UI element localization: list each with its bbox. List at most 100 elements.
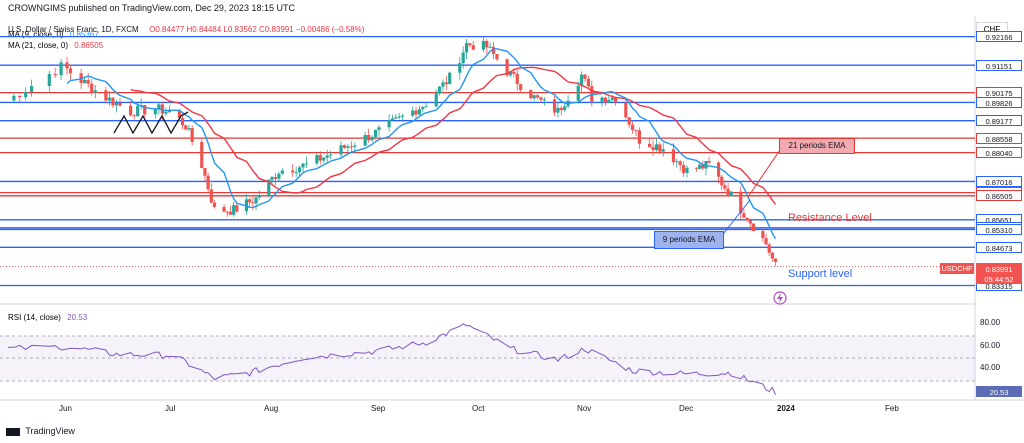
candle-body [471,45,475,50]
candle-body [370,137,374,141]
candle-body [353,145,357,147]
price-level-label: 0.84673 [976,241,1022,253]
candle-body [184,125,188,130]
candle-body [505,59,509,76]
candle-body [254,197,258,204]
candle-body [590,86,594,102]
candle-body [277,173,281,179]
candle-body [488,46,492,48]
candle-body [180,118,185,126]
ma21-value: 0.86505 [74,41,104,50]
candle-body [342,145,347,148]
candle-body [637,130,641,144]
candle-body [177,111,181,119]
zigzag-pattern [113,111,189,135]
candle-body [157,104,161,110]
candle-body [627,117,631,125]
candle-body [187,128,191,130]
candle-body [267,179,271,196]
symbol-description: U.S. Dollar / Swiss Franc, 1D, FXCM [8,25,139,34]
candle-body [143,105,147,115]
candle-body [225,211,229,213]
symbol-tag-countdown: 05:44:52 [976,273,1022,284]
candle-body [294,172,298,174]
candle-body [745,217,749,221]
candle-body [167,111,172,113]
candle-body [444,82,448,85]
candle-body [251,202,255,204]
candle-body [651,147,655,151]
time-tick-label: Nov [577,404,592,413]
candle-body [68,68,73,74]
candle-body [373,129,378,138]
candle-body [414,110,418,115]
candle-body [694,167,699,169]
ma9-label: MA (9, close, 0) [8,30,64,39]
ma21-line [130,66,777,205]
candle-body [417,109,421,115]
candle-body [118,102,122,106]
ema21-annotation: 21 periods EMA [779,138,855,154]
candle-body [421,106,425,110]
support-label: Support level [788,268,853,280]
candle-body [228,211,233,215]
ma9-legend: MA (9, close, 0) 0.85367 [8,30,99,39]
rsi-current-badge: 20.53 [976,386,1022,397]
candle-body [346,146,350,148]
candle-body [539,97,543,100]
candle-body [461,52,465,64]
rsi-label: RSI (14, close) [8,313,61,322]
footer-brand: TradingView [25,426,75,436]
candle-body [222,206,226,212]
publisher-line: CROWNGIMS published on TradingView.com, … [8,3,295,13]
candle-body [468,43,472,46]
candle-body [206,175,210,190]
candle-body [377,127,381,130]
candle-body [270,176,274,180]
candle-body [400,115,405,117]
time-tick-label: Aug [264,404,279,413]
price-level-label: 0.92166 [976,31,1022,43]
candle-body [542,99,546,101]
candle-body [519,84,523,91]
candle-body [160,104,164,114]
ema9-pointer [719,199,751,239]
time-tick-label: Feb [885,404,899,413]
candle-body [304,163,309,165]
candle-body [424,106,428,108]
rsi-tick-60: 60.00 [980,341,1001,350]
ma21-label: MA (21, close, 0) [8,41,69,50]
candle-body [751,223,755,232]
candle-body [720,176,724,186]
candle-body [83,79,87,84]
candle-body [707,160,711,163]
candle-body [90,83,94,93]
time-tick-label: Jul [165,404,176,413]
tradingview-logo-icon [6,427,20,436]
candle-body [576,85,580,101]
candle-body [257,195,261,198]
price-level-label: 0.91151 [976,59,1022,71]
candle-body [212,202,217,207]
candle-body [329,154,333,156]
candle-body [30,85,34,92]
candle-body [273,176,278,179]
candle-body [658,144,662,152]
footer: TradingView [6,426,75,436]
candle-body [24,91,28,98]
candle-body [723,185,727,189]
candle-body [748,220,752,224]
ohlc-values: O0.84477 H0.84484 L0.83562 C0.83991 −0.0… [149,25,365,34]
candle-body [129,105,133,116]
candle-body [682,165,686,173]
candle-body [318,155,322,161]
price-level-label: 0.87016 [976,175,1022,187]
candle-body [387,119,391,128]
time-tick-label: Oct [472,404,485,413]
candle-body [675,161,679,163]
legend-main: U.S. Dollar / Swiss Franc, 1D, FXCM O0.8… [8,19,364,37]
lightning-bolt-glyph [777,293,783,303]
candle-body [280,170,284,174]
candle-body [607,100,611,103]
